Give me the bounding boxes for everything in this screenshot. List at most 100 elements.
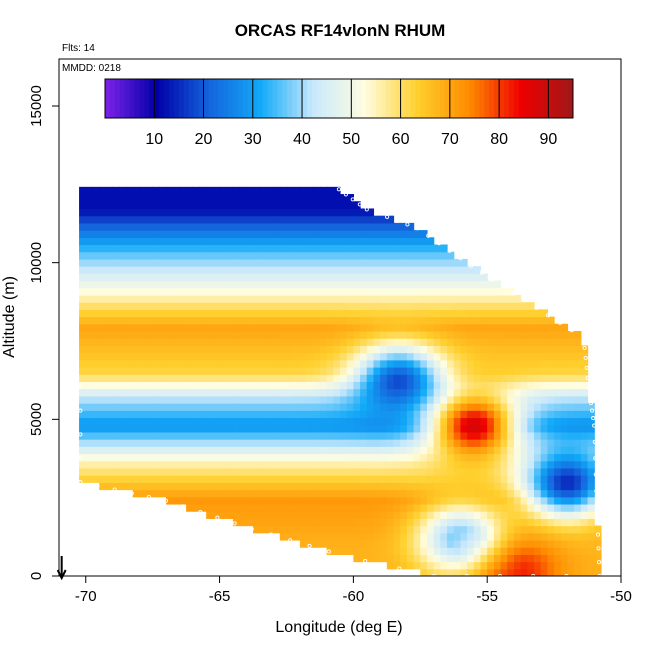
heatmap-cell <box>366 511 375 519</box>
heatmap-cell <box>353 547 361 555</box>
heatmap-cell <box>447 330 455 339</box>
heatmap-cell <box>319 230 328 238</box>
heatmap-cell <box>179 338 187 346</box>
heatmap-cell <box>253 330 261 339</box>
heatmap-cell <box>125 424 134 433</box>
colorbar-segment <box>213 79 219 118</box>
heatmap-cell <box>567 330 575 339</box>
track-marker <box>592 423 597 428</box>
heatmap-cell <box>433 266 441 274</box>
heatmap-cell <box>286 215 294 224</box>
heatmap-cell <box>460 446 468 455</box>
heatmap-cell <box>513 511 522 519</box>
heatmap-cell <box>540 503 548 512</box>
heatmap-cell <box>226 403 234 411</box>
heatmap-cell <box>413 446 421 455</box>
heatmap-cell <box>112 309 120 318</box>
heatmap-cell <box>125 309 134 318</box>
heatmap-cell <box>219 410 227 419</box>
track-marker <box>232 521 237 526</box>
heatmap-cell <box>152 359 160 368</box>
heatmap-cell <box>166 403 174 411</box>
heatmap-cell <box>420 518 428 527</box>
heatmap-cell <box>380 410 388 419</box>
heatmap-cell <box>326 482 334 491</box>
heatmap-cell <box>105 345 114 354</box>
heatmap-cell <box>366 237 375 246</box>
heatmap-cell <box>152 424 160 433</box>
heatmap-cell <box>313 417 321 426</box>
heatmap-cell <box>413 403 421 411</box>
heatmap-cell <box>360 503 368 512</box>
heatmap-cell <box>420 251 428 260</box>
heatmap-cell <box>493 316 502 325</box>
heatmap-cell <box>540 439 548 447</box>
heatmap-cell <box>360 431 368 440</box>
heatmap-cell <box>554 424 562 433</box>
heatmap-cell <box>433 539 441 548</box>
heatmap-cell <box>380 403 388 411</box>
colorbar-segment <box>134 79 140 118</box>
heatmap-cell <box>119 302 127 310</box>
heatmap-cell <box>507 359 515 368</box>
heatmap-cell <box>246 453 254 462</box>
heatmap-cell <box>145 460 154 469</box>
heatmap-cell <box>253 431 261 440</box>
heatmap-cell <box>139 489 147 498</box>
heatmap-cell <box>460 352 468 361</box>
heatmap-cell <box>166 395 174 404</box>
heatmap-cell <box>279 410 288 419</box>
heatmap-cell <box>253 417 261 426</box>
heatmap-cell <box>447 532 455 541</box>
heatmap-cell <box>206 417 214 426</box>
heatmap-cell <box>453 395 462 404</box>
heatmap-cell <box>179 280 187 289</box>
heatmap-cell <box>246 338 254 346</box>
heatmap-cell <box>259 244 267 253</box>
heatmap-cell <box>534 503 542 512</box>
heatmap-cell <box>132 280 140 289</box>
colorbar-tick-label: 40 <box>293 131 311 148</box>
heatmap-cell <box>440 251 448 260</box>
heatmap-cell <box>266 460 274 469</box>
heatmap-cell <box>547 403 555 411</box>
heatmap-cell <box>85 460 94 469</box>
heatmap-cell <box>480 439 488 447</box>
heatmap-cell <box>353 525 361 534</box>
heatmap-cell <box>105 280 114 289</box>
heatmap-cell <box>340 338 348 346</box>
y-tick-label: 15000 <box>28 85 45 127</box>
heatmap-cell <box>406 482 415 491</box>
heatmap-cell <box>199 201 207 210</box>
heatmap-cell <box>540 539 548 548</box>
colorbar-segment <box>439 79 446 118</box>
heatmap-cell <box>212 388 221 397</box>
heatmap-cell <box>159 475 167 483</box>
heatmap-cell <box>554 561 562 570</box>
heatmap-cell <box>473 294 482 303</box>
heatmap-cell <box>493 323 502 332</box>
heatmap-cell <box>333 266 341 274</box>
heatmap-cell <box>453 460 462 469</box>
heatmap-cell <box>85 287 94 296</box>
heatmap-cell <box>594 539 602 548</box>
heatmap-cell <box>513 539 522 548</box>
heatmap-cell <box>373 475 381 483</box>
heatmap-cell <box>293 388 301 397</box>
heatmap-cell <box>380 525 388 534</box>
heatmap-cell <box>340 532 348 541</box>
heatmap-cell <box>145 345 154 354</box>
heatmap-cell <box>112 374 120 383</box>
heatmap-cell <box>340 518 348 527</box>
flights-annotation: Flts: 14 <box>62 43 95 54</box>
heatmap-cell <box>273 280 281 289</box>
heatmap-cell <box>246 208 254 217</box>
heatmap-cell <box>239 338 247 346</box>
heatmap-cell <box>386 381 395 390</box>
heatmap-cell <box>199 489 207 498</box>
heatmap-cell <box>132 251 140 260</box>
heatmap-cell <box>554 446 562 455</box>
heatmap-cell <box>346 489 354 498</box>
heatmap-cell <box>413 345 421 354</box>
heatmap-cell <box>353 381 361 390</box>
